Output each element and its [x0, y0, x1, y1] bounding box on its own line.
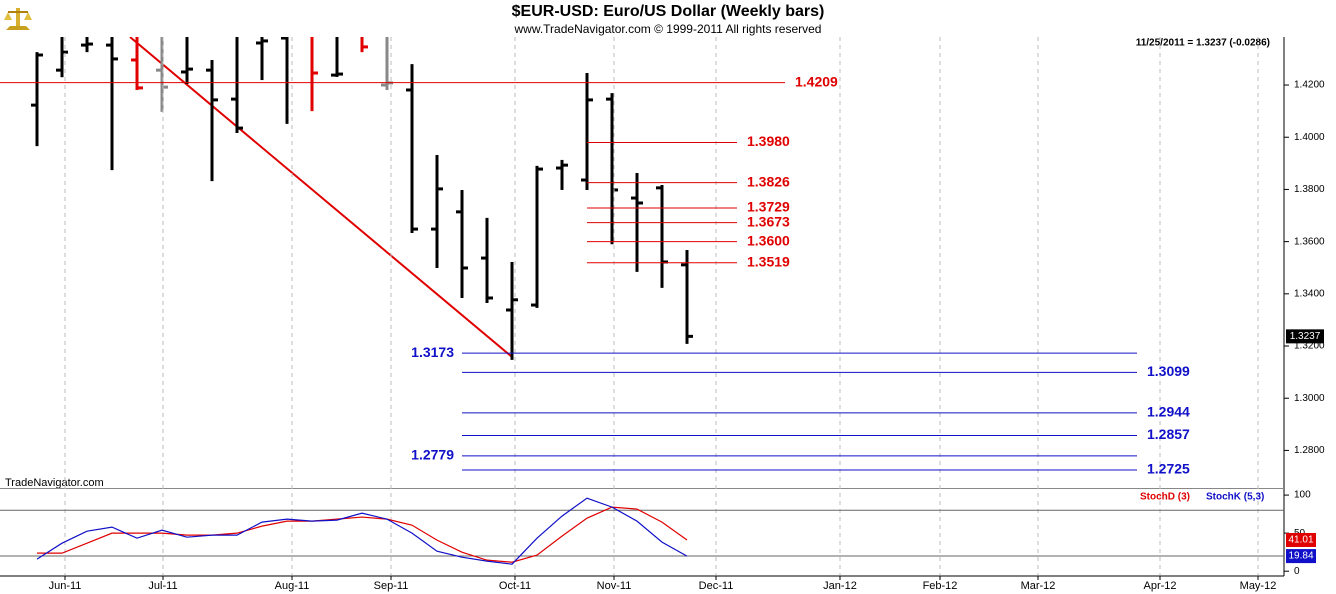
y-tick-label: 1.3000 — [1294, 393, 1325, 404]
level-label: 1.3519 — [747, 253, 790, 269]
y-tick-label: 1.3400 — [1294, 288, 1325, 299]
y-tick-label: 1.3600 — [1294, 236, 1325, 247]
legend-entry: StochK (5,3) — [1206, 492, 1264, 503]
x-tick-label: Mar-12 — [1021, 580, 1056, 592]
last-price-label: 1.3237 — [1290, 331, 1321, 342]
level-label: 1.2857 — [1147, 426, 1190, 442]
x-tick-label: Jun-11 — [49, 580, 82, 592]
level-label: 1.3980 — [747, 133, 790, 149]
x-tick-label: Feb-12 — [923, 580, 958, 592]
y-tick-label: 1.3200 — [1294, 341, 1325, 352]
watermark: TradeNavigator.com — [5, 477, 104, 489]
legend-entry: StochD (3) — [1140, 492, 1190, 503]
level-label: 1.3826 — [747, 173, 790, 189]
last-value-label: 19.84 — [1288, 551, 1313, 562]
last-value-label: 41.01 — [1288, 535, 1313, 546]
x-tick-label: Apr-12 — [1143, 580, 1176, 592]
y-tick-label: 1.4000 — [1294, 132, 1325, 143]
x-tick-label: Aug-11 — [275, 580, 310, 592]
y-tick-label: 100 — [1294, 490, 1311, 501]
level-label: 1.3173 — [411, 344, 454, 360]
y-tick-label: 1.2800 — [1294, 445, 1325, 456]
last-price-tag — [1286, 329, 1324, 344]
y-tick-label: 0 — [1294, 566, 1300, 577]
chart-subtitle: www.TradeNavigator.com © 1999-2011 All r… — [514, 22, 822, 36]
x-tick-label: Dec-11 — [699, 580, 734, 592]
y-tick-label: 1.4200 — [1294, 80, 1325, 91]
last-price-note: 11/25/2011 = 1.3237 (-0.0286) — [1136, 38, 1270, 49]
x-tick-label: Jul-11 — [148, 580, 177, 592]
level-label: 1.2779 — [411, 447, 454, 463]
y-tick-label: 1.3800 — [1294, 184, 1325, 195]
level-label: 1.3729 — [747, 199, 790, 215]
last-value-tag — [1286, 549, 1316, 564]
x-tick-label: Sep-11 — [374, 580, 409, 592]
level-label: 1.3099 — [1147, 363, 1190, 379]
level-label: 1.3600 — [747, 232, 790, 248]
logo-icon — [4, 8, 32, 30]
level-label: 1.2725 — [1147, 461, 1190, 477]
chart-title: $EUR-USD: Euro/US Dollar (Weekly bars) — [512, 3, 825, 20]
stoch-line — [36, 497, 688, 565]
last-value-tag — [1286, 532, 1316, 547]
level-label: 1.4209 — [795, 73, 838, 89]
x-tick-label: Nov-11 — [597, 580, 632, 592]
level-label: 1.3673 — [747, 213, 790, 229]
stoch-line — [37, 506, 688, 563]
level-label: 1.2944 — [1147, 404, 1190, 420]
x-tick-label: Jan-12 — [823, 580, 857, 592]
x-tick-label: Oct-11 — [499, 580, 531, 592]
trend-line — [129, 37, 513, 358]
x-tick-label: May-12 — [1240, 580, 1277, 592]
